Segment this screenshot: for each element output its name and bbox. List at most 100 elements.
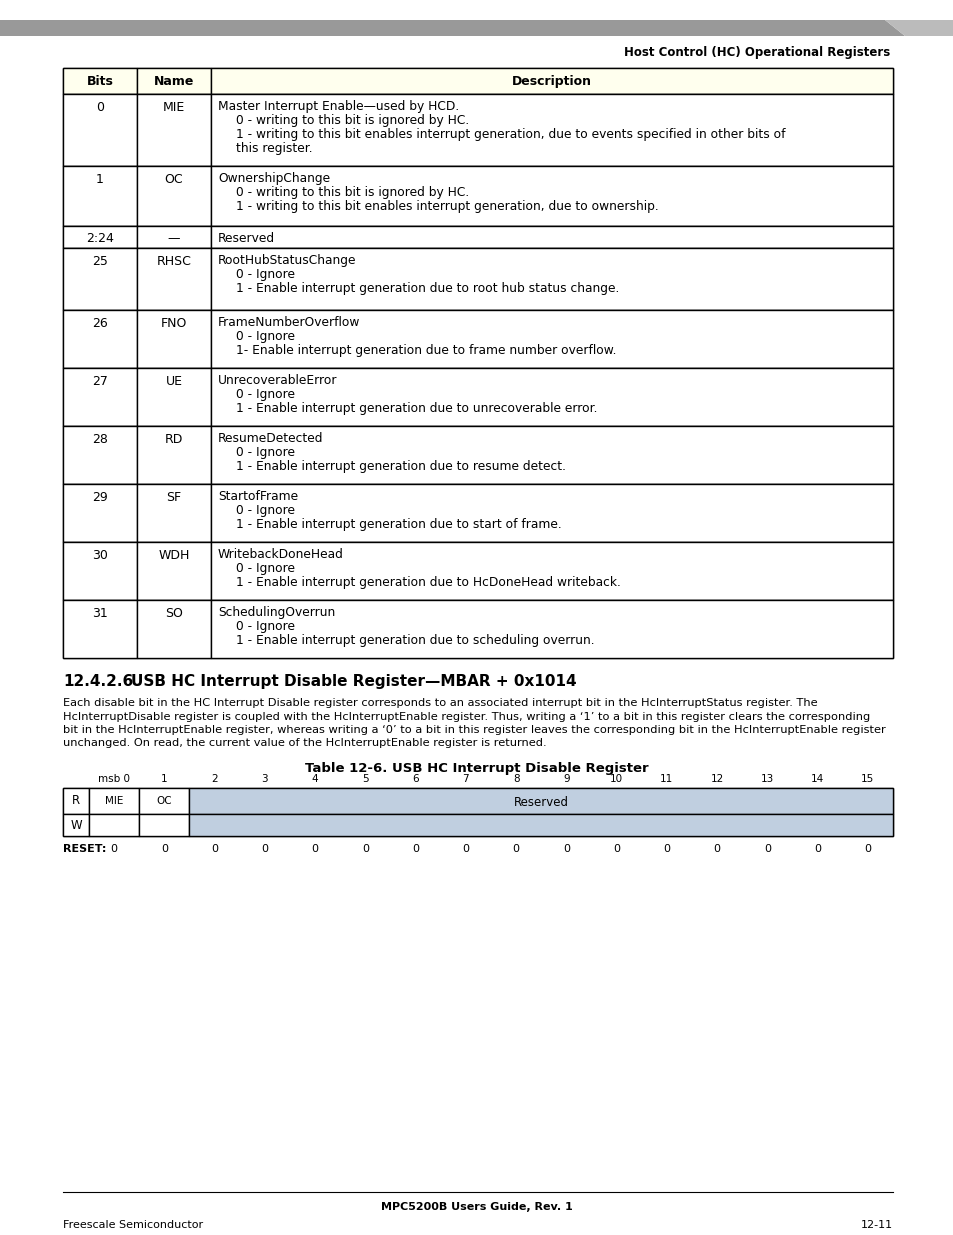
Bar: [89, 814, 139, 836]
Bar: [63, 788, 89, 814]
Bar: [63, 68, 137, 94]
Bar: [63, 542, 892, 600]
Text: SF: SF: [166, 492, 181, 504]
Text: 0: 0: [713, 844, 720, 853]
Text: 10: 10: [609, 774, 622, 784]
Text: 1 - writing to this bit enables interrupt generation, due to ownership.: 1 - writing to this bit enables interrup…: [235, 200, 659, 212]
Text: Reserved: Reserved: [218, 232, 274, 245]
Bar: [63, 368, 137, 426]
Text: 0: 0: [462, 844, 469, 853]
Text: 0: 0: [96, 101, 104, 114]
Bar: [211, 94, 892, 165]
Bar: [137, 226, 211, 248]
Text: 13: 13: [760, 774, 773, 784]
Text: 0: 0: [361, 844, 369, 853]
Polygon shape: [0, 20, 904, 36]
Bar: [211, 226, 892, 248]
Text: SO: SO: [165, 606, 183, 620]
Text: FrameNumberOverflow: FrameNumberOverflow: [218, 316, 360, 329]
Text: 9: 9: [562, 774, 569, 784]
Text: 12.4.2.6: 12.4.2.6: [63, 674, 133, 689]
Text: MPC5200B Users Guide, Rev. 1: MPC5200B Users Guide, Rev. 1: [381, 1202, 572, 1212]
Text: 12: 12: [710, 774, 723, 784]
Bar: [63, 310, 137, 368]
Text: Freescale Semiconductor: Freescale Semiconductor: [63, 1220, 203, 1230]
Bar: [137, 94, 211, 165]
Text: 29: 29: [92, 492, 108, 504]
Text: 30: 30: [92, 550, 108, 562]
Text: 4: 4: [312, 774, 318, 784]
Text: this register.: this register.: [235, 142, 313, 156]
Bar: [63, 484, 137, 542]
Text: 0 - Ignore: 0 - Ignore: [235, 504, 294, 517]
Text: 0: 0: [863, 844, 870, 853]
Text: 27: 27: [92, 375, 108, 388]
Text: Host Control (HC) Operational Registers: Host Control (HC) Operational Registers: [623, 46, 889, 59]
Text: 0: 0: [512, 844, 519, 853]
Text: 25: 25: [92, 254, 108, 268]
Text: unchanged. On read, the current value of the HcInterruptEnable register is retur: unchanged. On read, the current value of…: [63, 739, 546, 748]
Text: 28: 28: [92, 433, 108, 446]
Text: SchedulingOverrun: SchedulingOverrun: [218, 606, 335, 619]
Text: Description: Description: [512, 75, 592, 88]
Bar: [63, 310, 892, 368]
Text: 1: 1: [96, 173, 104, 186]
Text: 26: 26: [92, 317, 108, 330]
Text: 0: 0: [312, 844, 318, 853]
Text: ResumeDetected: ResumeDetected: [218, 432, 323, 445]
Bar: [137, 68, 211, 94]
Text: UE: UE: [165, 375, 182, 388]
Text: Table 12-6. USB HC Interrupt Disable Register: Table 12-6. USB HC Interrupt Disable Reg…: [305, 762, 648, 776]
Text: 0 - Ignore: 0 - Ignore: [235, 446, 294, 459]
Bar: [139, 814, 190, 836]
Bar: [137, 248, 211, 310]
Text: 1- Enable interrupt generation due to frame number overflow.: 1- Enable interrupt generation due to fr…: [235, 345, 616, 357]
Text: bit in the HcInterruptEnable register, whereas writing a ‘0’ to a bit in this re: bit in the HcInterruptEnable register, w…: [63, 725, 884, 735]
Text: Master Interrupt Enable—used by HCD.: Master Interrupt Enable—used by HCD.: [218, 100, 458, 112]
Text: StartofFrame: StartofFrame: [218, 490, 297, 503]
Text: 0 - Ignore: 0 - Ignore: [235, 330, 294, 343]
Text: 0 - Ignore: 0 - Ignore: [235, 562, 294, 576]
Bar: [190, 788, 892, 814]
Text: OC: OC: [165, 173, 183, 186]
Text: 0 - writing to this bit is ignored by HC.: 0 - writing to this bit is ignored by HC…: [235, 186, 469, 199]
Text: Bits: Bits: [87, 75, 113, 88]
Bar: [63, 368, 892, 426]
Text: 0: 0: [763, 844, 770, 853]
Bar: [63, 68, 892, 94]
Text: Each disable bit in the HC Interrupt Disable register corresponds to an associat: Each disable bit in the HC Interrupt Dis…: [63, 698, 817, 708]
Text: MIE: MIE: [163, 101, 185, 114]
Bar: [63, 248, 137, 310]
Text: 1 - Enable interrupt generation due to resume detect.: 1 - Enable interrupt generation due to r…: [235, 459, 565, 473]
Bar: [63, 226, 137, 248]
Bar: [63, 426, 137, 484]
Polygon shape: [884, 20, 953, 36]
Text: 1 - writing to this bit enables interrupt generation, due to events specified in: 1 - writing to this bit enables interrup…: [235, 128, 784, 141]
Text: 7: 7: [462, 774, 469, 784]
Text: 3: 3: [261, 774, 268, 784]
Text: 0: 0: [111, 844, 117, 853]
Text: 11: 11: [659, 774, 673, 784]
Text: HcInterruptDisable register is coupled with the HcInterruptEnable register. Thus: HcInterruptDisable register is coupled w…: [63, 711, 869, 721]
Text: W: W: [71, 819, 82, 832]
Text: 1 - Enable interrupt generation due to unrecoverable error.: 1 - Enable interrupt generation due to u…: [235, 403, 597, 415]
Bar: [63, 165, 892, 226]
Bar: [137, 310, 211, 368]
Bar: [211, 484, 892, 542]
Text: RD: RD: [165, 433, 183, 446]
Text: 0: 0: [562, 844, 569, 853]
Text: 0 - Ignore: 0 - Ignore: [235, 268, 294, 282]
Bar: [63, 600, 137, 658]
Bar: [63, 426, 892, 484]
Bar: [137, 542, 211, 600]
Bar: [211, 68, 892, 94]
Text: 5: 5: [362, 774, 368, 784]
Text: 0: 0: [412, 844, 418, 853]
Text: 1: 1: [161, 774, 168, 784]
Bar: [63, 94, 892, 165]
Bar: [63, 788, 892, 836]
Text: 1 - Enable interrupt generation due to root hub status change.: 1 - Enable interrupt generation due to r…: [235, 282, 618, 295]
Bar: [211, 542, 892, 600]
Text: USB HC Interrupt Disable Register—MBAR + 0x1014: USB HC Interrupt Disable Register—MBAR +…: [131, 674, 576, 689]
Text: —: —: [168, 232, 180, 245]
